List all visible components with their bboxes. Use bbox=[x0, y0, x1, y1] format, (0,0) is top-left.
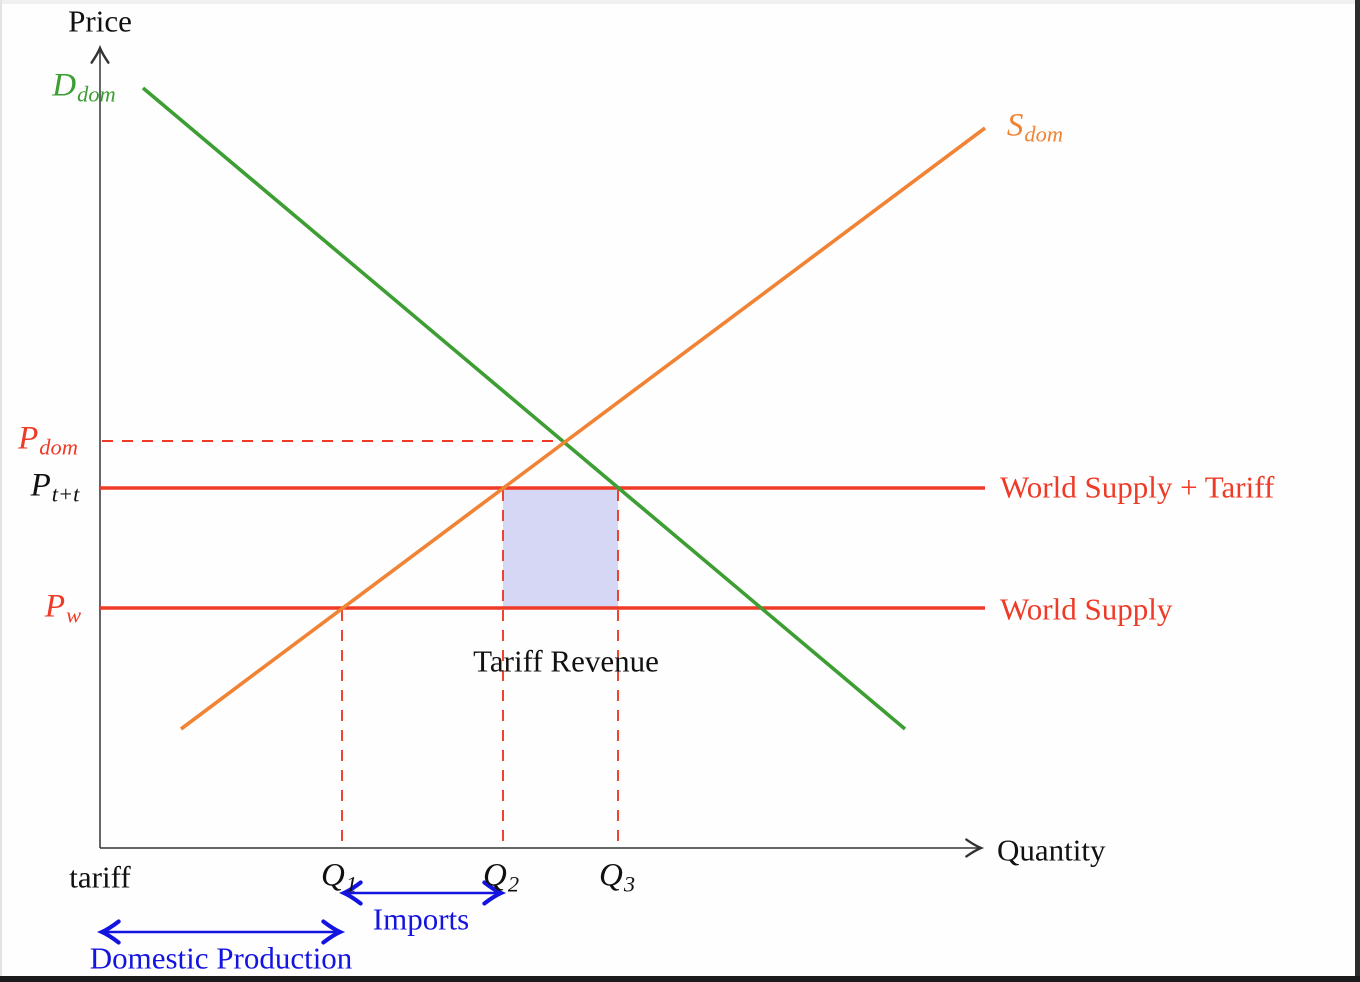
q1-label: Q1 bbox=[320, 857, 358, 897]
tariff-label: tariff bbox=[69, 859, 131, 895]
p-tariff-main: P bbox=[30, 467, 51, 504]
imports-label: Imports bbox=[372, 901, 470, 937]
demand-label-main: D bbox=[52, 67, 77, 104]
domestic-production-label: Domestic Production bbox=[89, 940, 353, 976]
q2-label: Q2 bbox=[482, 857, 520, 897]
window-border-left bbox=[0, 0, 2, 982]
q1-main: Q bbox=[320, 857, 345, 894]
window-border-top bbox=[0, 0, 1360, 4]
p-dom-label: Pdom bbox=[18, 420, 78, 460]
supply-curve-label: Sdom bbox=[1006, 107, 1064, 147]
demand-curve bbox=[141, 86, 907, 731]
p-world-main: P bbox=[44, 588, 66, 625]
q3-main: Q bbox=[598, 857, 623, 894]
quantity-axis-label: Quantity bbox=[997, 832, 1106, 868]
q1-sub: 1 bbox=[345, 871, 358, 897]
demand-curve-label: Ddom bbox=[52, 67, 116, 107]
q2-sub: 2 bbox=[507, 871, 520, 897]
q2-main: Q bbox=[482, 857, 507, 894]
tariff-revenue-region bbox=[503, 489, 618, 608]
supply-label-main: S bbox=[1006, 107, 1024, 144]
price-axis-label: Price bbox=[68, 3, 132, 39]
p-dom-sub: dom bbox=[39, 434, 78, 460]
p-dom-main: P bbox=[18, 420, 39, 457]
world-supply-label: World Supply bbox=[1000, 591, 1173, 627]
window-border-bottom bbox=[0, 976, 1360, 982]
world-supply-plus-tariff-label: World Supply + Tariff bbox=[1000, 469, 1275, 505]
p-tariff-sub: t+t bbox=[51, 481, 80, 507]
supply-curve bbox=[179, 126, 987, 731]
tariff-revenue-label: Tariff Revenue bbox=[473, 643, 659, 679]
demand-label-sub: dom bbox=[77, 81, 116, 107]
p-world-sub: w bbox=[66, 602, 82, 628]
q3-sub: 3 bbox=[623, 871, 636, 897]
supply-label-sub: dom bbox=[1024, 121, 1064, 147]
window-border-right bbox=[1355, 0, 1360, 982]
p-world-label: Pw bbox=[44, 588, 82, 628]
q3-label: Q3 bbox=[598, 857, 636, 897]
p-tariff-label: Pt+t bbox=[30, 467, 80, 507]
